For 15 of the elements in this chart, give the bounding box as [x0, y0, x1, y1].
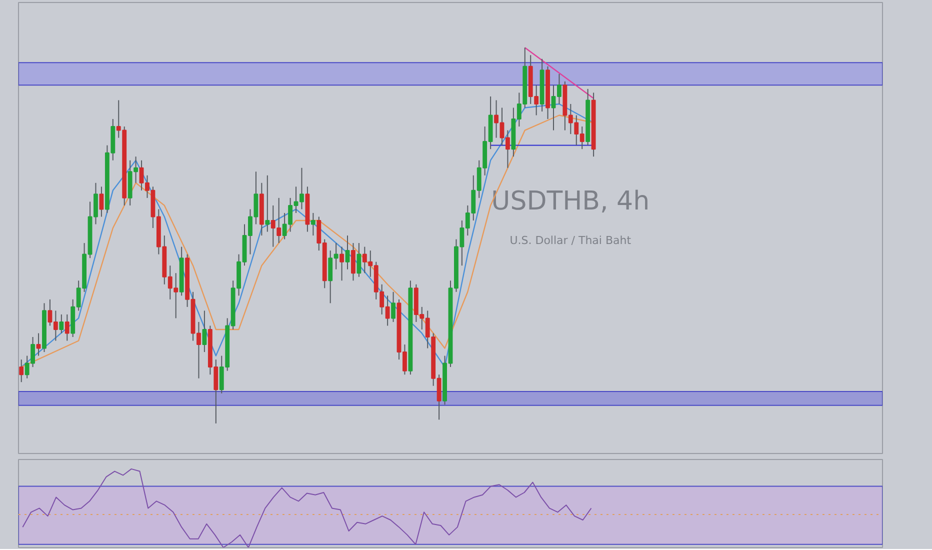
candlestick — [19, 359, 24, 383]
candlestick — [310, 212, 316, 236]
candlestick — [391, 291, 396, 322]
text: U.S. Dollar / Thai Baht — [510, 234, 632, 247]
text: USDTHB, 4h — [491, 186, 650, 217]
candlestick — [265, 174, 270, 232]
candlestick — [356, 242, 362, 278]
candlestick — [59, 314, 64, 334]
candlestick — [351, 242, 356, 282]
candlestick — [202, 310, 207, 353]
candlestick — [99, 186, 104, 218]
candlestick — [64, 314, 70, 342]
candlestick — [36, 332, 41, 356]
candlestick — [340, 246, 344, 282]
candlestick — [345, 235, 350, 270]
